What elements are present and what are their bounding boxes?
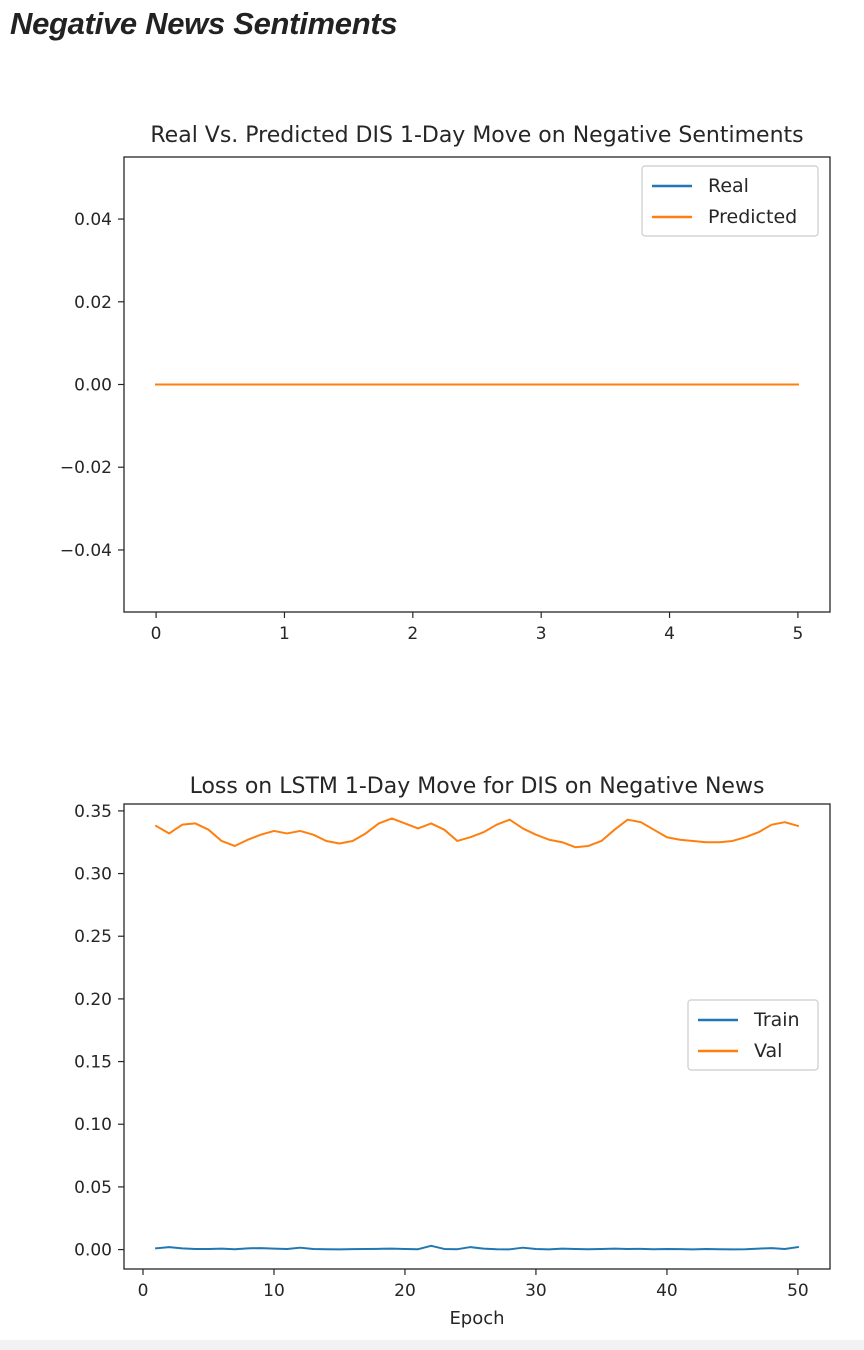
x-tick-label: 50: [787, 1281, 809, 1301]
y-tick-label: 0.30: [74, 865, 112, 885]
y-tick-label: 0.00: [74, 376, 112, 396]
x-tick-label: 0: [151, 624, 162, 644]
x-tick-label: 0: [138, 1281, 149, 1301]
loss-chart: Loss on LSTM 1-Day Move for DIS on Negat…: [74, 774, 831, 1329]
legend-label-train: Train: [753, 1009, 800, 1031]
y-tick-label: 0.35: [74, 802, 112, 822]
y-tick-label: 0.25: [74, 927, 112, 947]
x-tick-label: 1: [279, 624, 290, 644]
y-tick-label: 0.20: [74, 990, 112, 1010]
legend-label-predicted: Predicted: [708, 206, 797, 228]
legend-label-real: Real: [708, 175, 749, 197]
x-tick-label: 30: [525, 1281, 547, 1301]
y-tick-label: 0.10: [74, 1115, 112, 1135]
x-tick-label: 20: [394, 1281, 416, 1301]
legend-box: [641, 165, 819, 237]
plot-frame: [123, 803, 831, 1270]
x-tick-label: 2: [407, 624, 418, 644]
x-axis-label: Epoch: [449, 1308, 504, 1329]
bottom-strip: [0, 1340, 864, 1350]
legend-box: [687, 999, 819, 1071]
real-vs-predicted-chart: Real Vs. Predicted DIS 1-Day Move on Neg…: [60, 123, 831, 644]
chart-title: Loss on LSTM 1-Day Move for DIS on Negat…: [190, 774, 765, 799]
x-tick-label: 10: [263, 1281, 285, 1301]
plot-frame: [123, 156, 831, 613]
page-heading: Negative News Sentiments: [10, 6, 398, 41]
y-tick-label: 0.15: [74, 1053, 112, 1073]
y-tick-label: 0.02: [74, 293, 112, 313]
legend-label-val: Val: [754, 1040, 782, 1062]
series-line-train: [154, 1244, 800, 1251]
x-tick-label: 40: [656, 1281, 678, 1301]
x-tick-label: 5: [792, 624, 803, 644]
x-tick-label: 4: [664, 624, 675, 644]
chart-title: Real Vs. Predicted DIS 1-Day Move on Neg…: [150, 123, 803, 148]
y-tick-label: −0.02: [60, 458, 112, 478]
y-tick-label: −0.04: [60, 541, 112, 561]
y-tick-label: 0.04: [74, 210, 112, 230]
series-line-val: [154, 817, 800, 849]
y-tick-label: 0.00: [74, 1241, 112, 1261]
y-tick-label: 0.05: [74, 1178, 112, 1198]
x-tick-label: 3: [536, 624, 547, 644]
